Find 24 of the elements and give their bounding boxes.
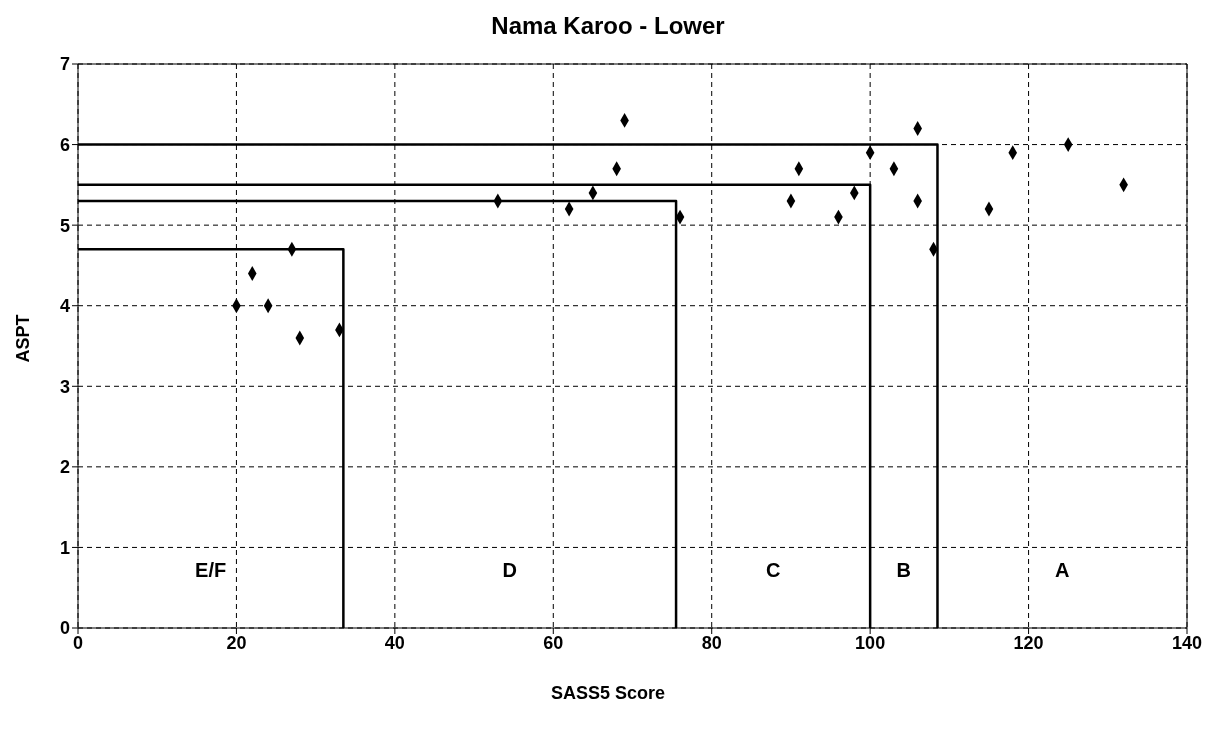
y-tick-label: 0 bbox=[59, 618, 70, 639]
x-tick-label: 80 bbox=[701, 632, 722, 653]
x-tick-label: 120 bbox=[1013, 632, 1044, 653]
x-tick-label: 60 bbox=[543, 632, 564, 653]
x-tick-label: 100 bbox=[855, 632, 886, 653]
y-tick-label: 2 bbox=[59, 457, 70, 478]
y-tick-label: 7 bbox=[59, 54, 70, 75]
chart-title: Nama Karoo - Lower bbox=[490, 11, 726, 41]
y-tick-label: 5 bbox=[59, 215, 70, 236]
annotation: E/F bbox=[195, 558, 227, 581]
y-axis-title: ASPT bbox=[12, 313, 34, 363]
x-tick-label: 140 bbox=[1171, 632, 1203, 653]
y-tick-label: 1 bbox=[59, 537, 70, 558]
x-tick-label: 20 bbox=[226, 632, 247, 653]
x-axis-title: SASS5 Score bbox=[549, 683, 667, 704]
y-tick-label: 3 bbox=[59, 376, 70, 397]
annotation: A bbox=[1055, 558, 1070, 581]
x-tick-label: 0 bbox=[72, 632, 84, 653]
annotation: D bbox=[502, 558, 517, 581]
annotation: B bbox=[896, 558, 912, 581]
y-tick-label: 6 bbox=[59, 134, 70, 155]
x-tick-label: 40 bbox=[384, 632, 405, 653]
annotation: C bbox=[765, 558, 781, 581]
y-tick-label: 4 bbox=[59, 296, 70, 317]
